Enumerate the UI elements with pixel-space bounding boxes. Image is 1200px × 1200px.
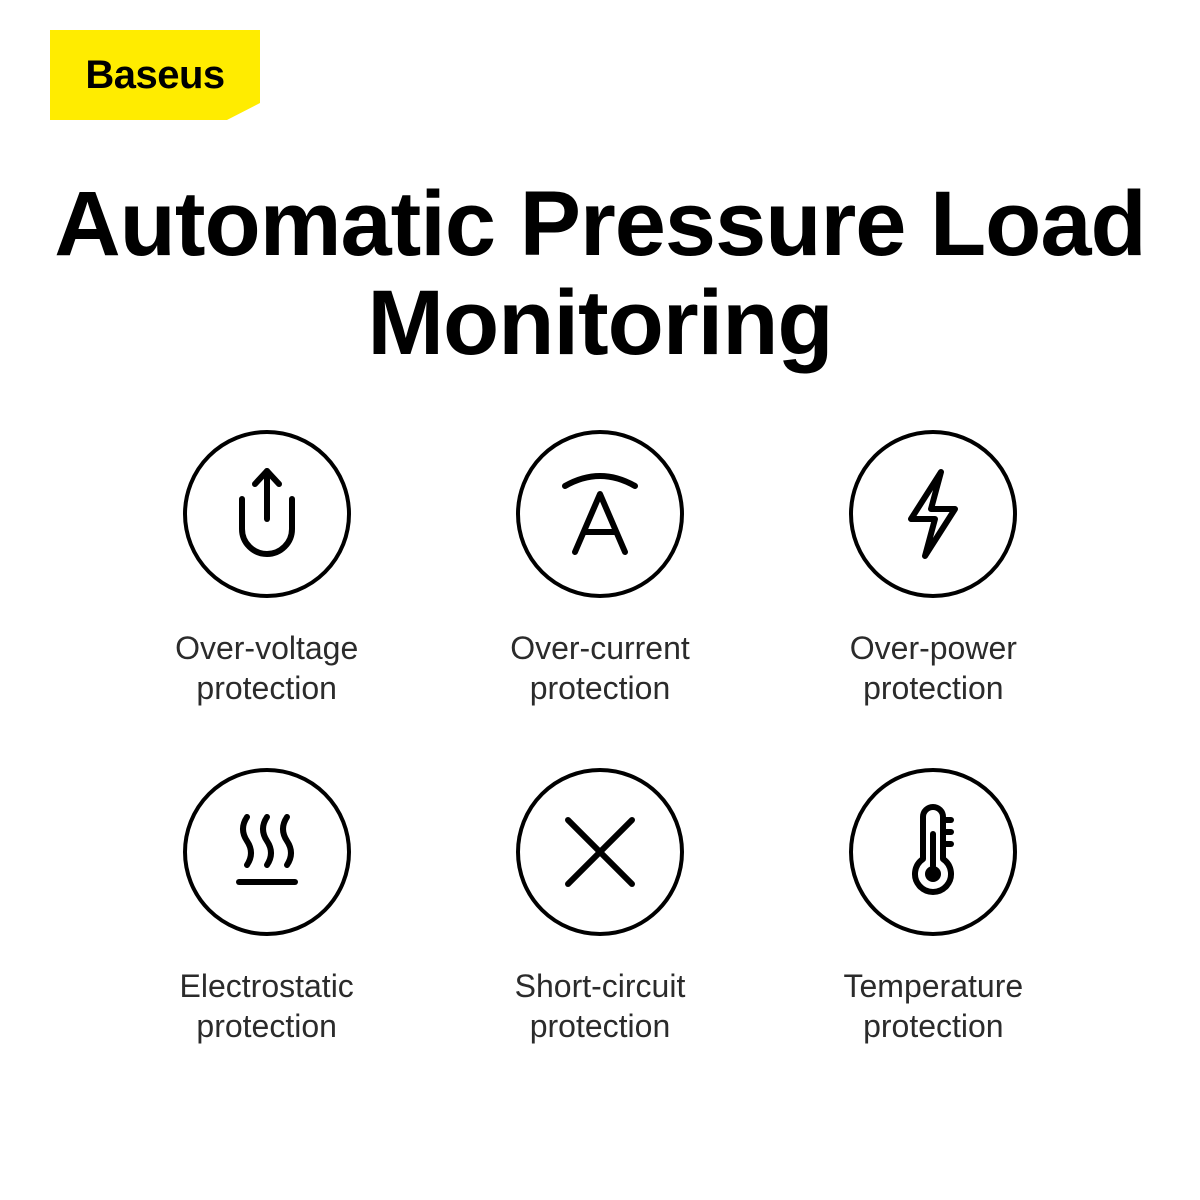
feature-label: Over-current protection — [470, 628, 730, 708]
heat-waves-icon — [183, 768, 351, 936]
power-bolt-icon — [849, 430, 1017, 598]
feature-label: Over-power protection — [803, 628, 1063, 708]
feature-label: Temperature protection — [803, 966, 1063, 1046]
feature-label: Electrostatic protection — [137, 966, 397, 1046]
voltage-u-icon — [183, 430, 351, 598]
feature-temperature: Temperature protection — [767, 768, 1100, 1046]
feature-electrostatic: Electrostatic protection — [100, 768, 433, 1046]
feature-short-circuit: Short-circuit protection — [433, 768, 766, 1046]
brand-name: Baseus — [85, 53, 224, 98]
headline: Automatic Pressure Load Monitoring — [0, 175, 1200, 374]
feature-over-voltage: Over-voltage protection — [100, 430, 433, 708]
feature-over-current: Over-current protection — [433, 430, 766, 708]
feature-over-power: Over-power protection — [767, 430, 1100, 708]
feature-label: Short-circuit protection — [470, 966, 730, 1046]
feature-label: Over-voltage protection — [137, 628, 397, 708]
cross-x-icon — [516, 768, 684, 936]
brand-logo-badge: Baseus — [50, 30, 260, 120]
feature-grid: Over-voltage protection Over-current pro… — [0, 430, 1200, 1046]
thermometer-icon — [849, 768, 1017, 936]
current-a-icon — [516, 430, 684, 598]
